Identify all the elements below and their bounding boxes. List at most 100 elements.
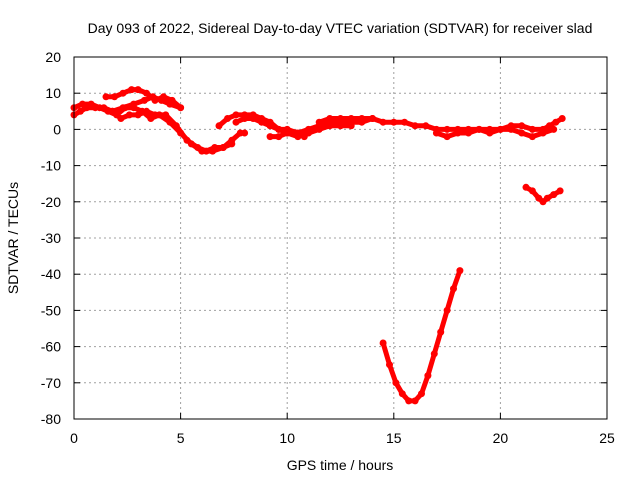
x-axis-label: GPS time / hours — [287, 457, 394, 473]
data-point — [79, 100, 86, 108]
data-point — [96, 104, 104, 112]
data-point — [528, 187, 536, 195]
y-tick-label: -30 — [41, 230, 61, 246]
y-tick-label: -40 — [41, 266, 61, 282]
data-point — [215, 122, 223, 130]
data-point — [315, 118, 323, 126]
series-arc-11 — [522, 183, 564, 206]
data-point — [450, 285, 457, 293]
data-point — [518, 122, 526, 130]
data-point — [543, 194, 551, 202]
data-point — [443, 125, 451, 133]
data-point — [209, 147, 217, 155]
data-point — [241, 115, 249, 122]
y-tick-label: -10 — [41, 158, 61, 174]
data-point — [275, 133, 283, 141]
data-point — [224, 115, 231, 122]
x-tick-label: 20 — [493, 430, 509, 446]
axis-ticks: 0 5 10 15 20 25 -80 -70 -60 -50 -40 -30 -20 -10 0 10 20 — [41, 49, 615, 446]
data-point — [266, 133, 274, 141]
data-point — [528, 125, 536, 133]
series-arc-3 — [102, 86, 185, 112]
data-point — [456, 267, 464, 275]
data-point — [119, 89, 127, 97]
data-point — [155, 111, 163, 119]
data-point — [294, 133, 302, 141]
data-point — [219, 144, 227, 151]
series-arc-7 — [266, 122, 355, 141]
data-point — [528, 133, 536, 141]
x-tick-label: 5 — [177, 430, 185, 446]
data-point — [111, 93, 118, 101]
data-point — [401, 118, 408, 126]
y-tick-label: -70 — [41, 375, 61, 391]
data-point — [102, 93, 110, 101]
data-point — [232, 118, 240, 126]
data-point — [125, 111, 133, 119]
data-point — [315, 125, 323, 133]
data-point — [558, 115, 566, 122]
data-point — [556, 187, 564, 195]
data-point — [326, 122, 334, 130]
data-point — [177, 129, 185, 137]
data-point — [134, 86, 142, 94]
data-point — [522, 183, 530, 191]
data-point — [454, 129, 462, 137]
data-point — [552, 118, 560, 126]
data-point — [305, 129, 312, 137]
data-point — [432, 129, 440, 137]
data-point — [347, 122, 355, 130]
data-point — [430, 350, 438, 358]
data-point — [249, 115, 257, 122]
data-point — [390, 118, 398, 126]
data-point — [443, 306, 451, 314]
series-line — [103, 87, 184, 111]
data-point — [392, 379, 400, 387]
plot-area — [70, 86, 566, 405]
data-point — [379, 339, 387, 347]
data-point — [177, 104, 185, 112]
data-point — [147, 115, 155, 122]
series-arc-9 — [432, 125, 558, 141]
data-point — [149, 93, 157, 101]
data-point — [507, 125, 515, 133]
y-tick-label: 10 — [45, 85, 61, 101]
x-tick-label: 10 — [279, 430, 295, 446]
data-point — [128, 86, 136, 94]
data-point — [411, 122, 419, 130]
data-point — [486, 129, 494, 137]
data-point — [405, 397, 413, 405]
data-point — [266, 122, 274, 130]
data-point — [475, 125, 483, 133]
y-tick-label: -20 — [41, 194, 61, 210]
series-arc-2 — [70, 100, 236, 155]
data-point — [157, 96, 165, 104]
data-point — [108, 107, 116, 115]
data-point — [337, 122, 344, 130]
data-point — [379, 118, 387, 126]
data-point — [496, 125, 504, 133]
data-point — [418, 390, 425, 398]
data-point — [258, 118, 266, 126]
data-point — [464, 129, 472, 137]
data-point — [241, 129, 249, 137]
data-point — [119, 104, 127, 112]
data-point — [198, 147, 206, 155]
y-tick-label: -80 — [41, 411, 61, 427]
data-point — [232, 111, 240, 119]
data-point — [228, 140, 236, 148]
y-tick-label: 20 — [45, 49, 61, 65]
data-point — [337, 115, 344, 122]
data-point — [424, 372, 432, 380]
x-tick-label: 25 — [599, 430, 615, 446]
chart-title: Day 093 of 2022, Sidereal Day-to-day VTE… — [88, 20, 593, 36]
data-point — [358, 115, 366, 122]
data-point — [143, 89, 150, 97]
data-point — [518, 129, 526, 137]
data-point — [369, 115, 376, 122]
data-point — [437, 328, 445, 336]
data-point — [187, 140, 195, 148]
data-point — [539, 129, 547, 137]
data-point — [550, 191, 558, 199]
series-arc-10 — [379, 267, 464, 405]
